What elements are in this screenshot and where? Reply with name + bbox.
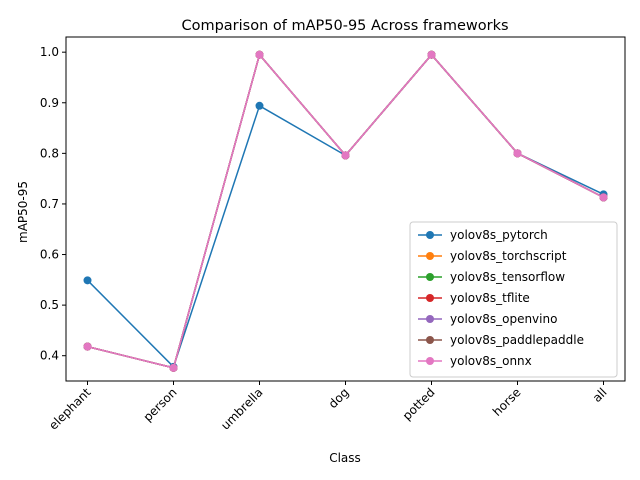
legend-item: yolov8s_tensorflow bbox=[418, 270, 565, 284]
legend-label: yolov8s_paddlepaddle bbox=[450, 333, 584, 347]
x-tick-label: elephant bbox=[46, 385, 94, 433]
legend-label: yolov8s_openvino bbox=[450, 312, 557, 326]
x-tick-label: umbrella bbox=[218, 385, 265, 432]
legend: yolov8s_pytorch yolov8s_torchscript yolov8… bbox=[409, 221, 618, 378]
legend-swatch-marker bbox=[426, 315, 434, 323]
series-yolov8s_onnx bbox=[83, 50, 608, 372]
data-point bbox=[255, 50, 264, 59]
legend-item: yolov8s_onnx bbox=[418, 354, 532, 368]
x-tick-label: potted bbox=[400, 385, 438, 423]
y-tick-label: 0.4 bbox=[40, 349, 59, 363]
legend-swatch-marker bbox=[426, 273, 434, 281]
data-point bbox=[513, 149, 522, 158]
legend-swatch-marker bbox=[426, 294, 434, 302]
y-tick-label: 0.8 bbox=[40, 146, 59, 160]
y-tick-label: 0.5 bbox=[40, 298, 59, 312]
legend-swatch-marker bbox=[426, 357, 434, 365]
y-tick-label: 1.0 bbox=[40, 45, 59, 59]
data-point bbox=[83, 276, 92, 285]
x-axis-title: Class bbox=[329, 451, 361, 465]
legend-label: yolov8s_onnx bbox=[450, 354, 532, 368]
plot-series bbox=[83, 50, 608, 372]
data-point bbox=[599, 193, 608, 202]
legend-label: yolov8s_tflite bbox=[450, 291, 530, 305]
legend-swatch-marker bbox=[426, 336, 434, 344]
legend-item: yolov8s_paddlepaddle bbox=[418, 333, 584, 347]
legend-item: yolov8s_openvino bbox=[418, 312, 557, 326]
legend-label: yolov8s_torchscript bbox=[450, 249, 567, 263]
y-tick-label: 0.7 bbox=[40, 197, 59, 211]
plot-frame bbox=[65, 36, 626, 382]
y-tick-label: 0.6 bbox=[40, 248, 59, 262]
data-point bbox=[169, 363, 178, 372]
legend-item: yolov8s_pytorch bbox=[418, 228, 548, 242]
x-tick-label: person bbox=[141, 385, 180, 424]
data-point bbox=[427, 50, 436, 59]
data-point bbox=[341, 151, 350, 160]
legend-label: yolov8s_pytorch bbox=[450, 228, 548, 242]
legend-label: yolov8s_tensorflow bbox=[450, 270, 565, 284]
y-tick-label: 0.9 bbox=[40, 96, 59, 110]
legend-swatch-marker bbox=[426, 231, 434, 239]
legend-swatch-marker bbox=[426, 252, 434, 260]
data-point bbox=[255, 101, 264, 110]
legend-item: yolov8s_torchscript bbox=[418, 249, 567, 263]
x-tick-label: horse bbox=[490, 385, 524, 419]
data-point bbox=[83, 342, 92, 351]
x-tick-label: all bbox=[590, 385, 610, 405]
x-axis: elephant person umbrella dog potted horse all bbox=[46, 381, 610, 433]
legend-item: yolov8s_tflite bbox=[418, 291, 530, 305]
chart-title: Comparison of mAP50-95 Across frameworks bbox=[181, 18, 508, 34]
x-tick-label: dog bbox=[326, 385, 352, 411]
y-axis: 0.4 0.5 0.6 0.7 0.8 0.9 1.0 bbox=[40, 45, 66, 363]
y-axis-title: mAP50-95 bbox=[16, 181, 30, 243]
legend-box bbox=[409, 221, 618, 378]
